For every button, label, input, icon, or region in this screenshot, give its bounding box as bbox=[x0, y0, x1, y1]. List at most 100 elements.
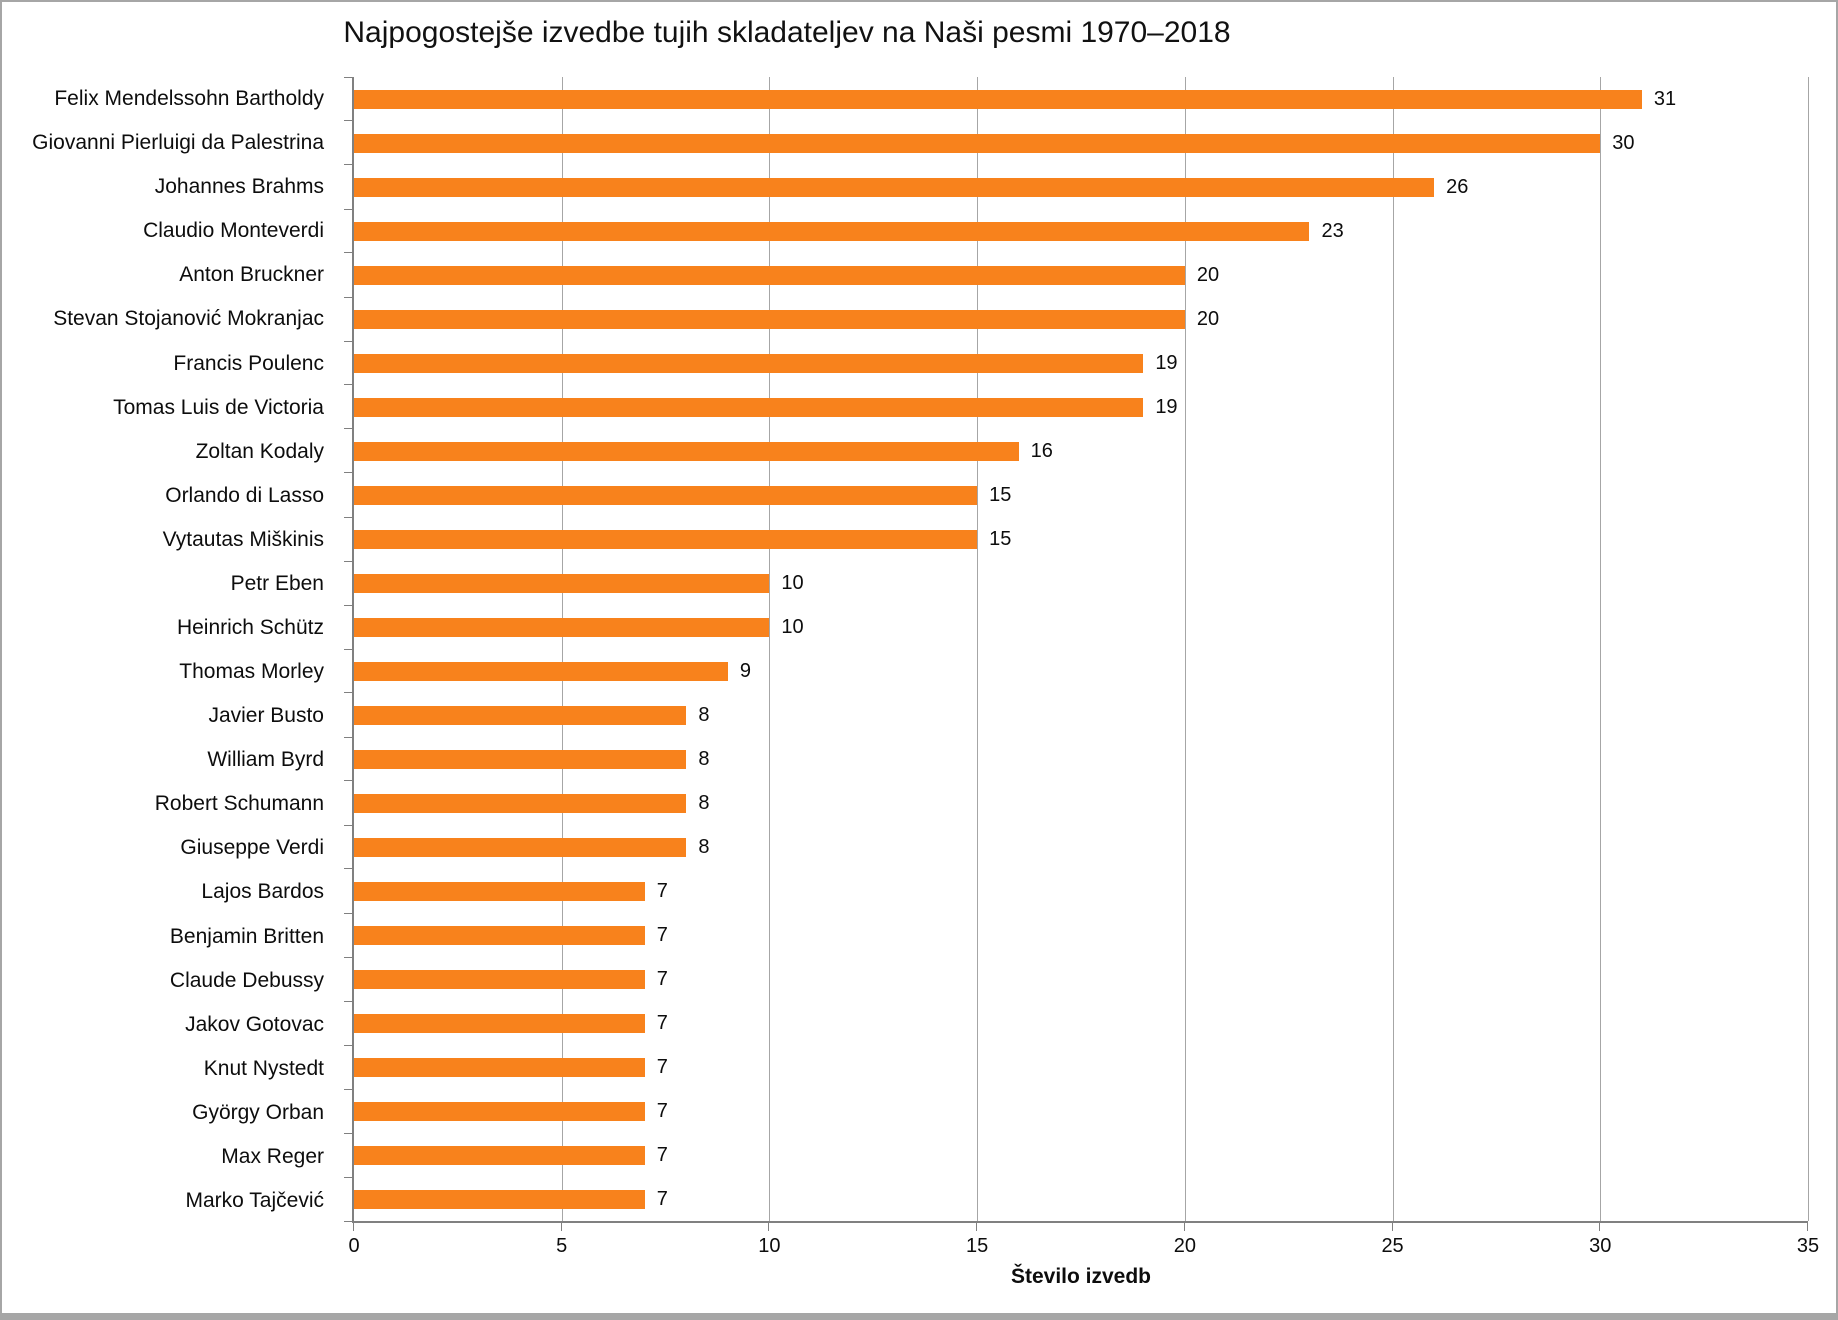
bar bbox=[354, 1013, 645, 1033]
bar bbox=[354, 837, 687, 857]
bar-value-label: 8 bbox=[698, 703, 710, 726]
category-axis-tick bbox=[344, 868, 354, 870]
category-axis-tick bbox=[344, 824, 354, 826]
bar bbox=[354, 573, 770, 593]
category-axis-tick bbox=[344, 1044, 354, 1046]
bar-row: 20 bbox=[354, 253, 1808, 297]
value-axis-tick-label: 15 bbox=[966, 1235, 989, 1257]
bar-row: 26 bbox=[354, 165, 1808, 209]
bar-row: 7 bbox=[354, 1089, 1808, 1133]
bar-value-label: 9 bbox=[739, 659, 751, 682]
category-axis-tick bbox=[344, 956, 354, 958]
value-axis-tick bbox=[1599, 1221, 1601, 1231]
category-axis-tick bbox=[344, 560, 354, 562]
bar-value-label: 7 bbox=[656, 1055, 668, 1078]
bar-row: 16 bbox=[354, 429, 1808, 473]
bar bbox=[354, 1057, 645, 1077]
category-label: Robert Schumann bbox=[154, 792, 324, 816]
category-label: Max Reger bbox=[221, 1144, 324, 1168]
category-axis-tick bbox=[344, 912, 354, 914]
category-axis-tick bbox=[344, 1000, 354, 1002]
bar-value-label: 19 bbox=[1155, 395, 1178, 418]
category-axis-tick bbox=[344, 648, 354, 650]
category-axis-tick bbox=[344, 1176, 354, 1178]
bar bbox=[354, 617, 770, 637]
bar-value-label: 7 bbox=[656, 1187, 668, 1210]
bar-value-label: 7 bbox=[656, 923, 668, 946]
category-label: Stevan Stojanović Mokranjac bbox=[53, 307, 324, 331]
gridline bbox=[1808, 77, 1809, 1221]
bar bbox=[354, 1101, 645, 1121]
bar bbox=[354, 177, 1435, 197]
bar-row: 15 bbox=[354, 517, 1808, 561]
bar bbox=[354, 1145, 645, 1165]
bar bbox=[354, 265, 1185, 285]
bar bbox=[354, 221, 1310, 241]
gridline bbox=[561, 77, 563, 1221]
value-axis-tick bbox=[1807, 1221, 1808, 1231]
value-axis-tick-label: 0 bbox=[348, 1235, 360, 1257]
value-axis-tick bbox=[353, 1221, 354, 1231]
category-label: Heinrich Schütz bbox=[176, 615, 324, 639]
bar-row: 8 bbox=[354, 825, 1808, 869]
bar bbox=[354, 485, 978, 505]
category-label: Vytautas Miškinis bbox=[162, 527, 324, 551]
category-label: Benjamin Britten bbox=[169, 924, 324, 948]
category-label: Thomas Morley bbox=[179, 660, 324, 684]
chart-title: Najpogostejše izvedbe tujih skladateljev… bbox=[343, 16, 1231, 49]
category-axis-tick bbox=[344, 384, 354, 386]
bar bbox=[354, 529, 978, 549]
bar-value-label: 10 bbox=[781, 615, 804, 638]
bar bbox=[354, 353, 1144, 373]
gridline bbox=[1392, 77, 1394, 1221]
category-axis-tick bbox=[344, 252, 354, 254]
value-axis-tick bbox=[1391, 1221, 1393, 1231]
category-axis-tick bbox=[344, 1220, 354, 1222]
category-label: Knut Nystedt bbox=[203, 1056, 324, 1080]
category-axis-tick bbox=[344, 76, 354, 78]
bar-value-label: 31 bbox=[1653, 87, 1677, 110]
category-axis-tick bbox=[344, 1088, 354, 1090]
value-axis-tick bbox=[1183, 1221, 1185, 1231]
category-axis-tick bbox=[344, 428, 354, 430]
bar-value-label: 8 bbox=[698, 835, 710, 858]
value-axis-tick bbox=[560, 1221, 562, 1231]
bar bbox=[354, 309, 1185, 329]
category-label: Javier Busto bbox=[208, 704, 324, 728]
category-label: Tomas Luis de Victoria bbox=[113, 395, 324, 419]
bar-row: 19 bbox=[354, 341, 1808, 385]
category-axis-tick bbox=[344, 736, 354, 738]
bar-value-label: 10 bbox=[781, 571, 804, 594]
category-label: Claude Debussy bbox=[169, 968, 324, 992]
category-axis-labels: Felix Mendelssohn Bartholdy Giovanni Pier… bbox=[2, 77, 338, 1223]
category-axis-tick bbox=[344, 604, 354, 606]
category-label: Giovanni Pierluigi da Palestrina bbox=[32, 131, 324, 155]
value-axis-tick-label: 10 bbox=[758, 1235, 781, 1257]
category-axis-tick bbox=[344, 516, 354, 518]
bar bbox=[354, 441, 1019, 461]
bar-value-label: 20 bbox=[1196, 263, 1220, 286]
category-axis-tick bbox=[344, 208, 354, 210]
bar bbox=[354, 1189, 645, 1209]
category-label: Jakov Gotovac bbox=[185, 1012, 324, 1036]
bar bbox=[354, 969, 645, 989]
bar-value-label: 26 bbox=[1446, 175, 1469, 198]
value-axis-tick-label: 20 bbox=[1173, 1235, 1196, 1257]
category-axis-tick bbox=[344, 340, 354, 342]
bar-value-label: 7 bbox=[656, 1099, 668, 1122]
bar-row: 15 bbox=[354, 473, 1808, 517]
value-axis-tick bbox=[976, 1221, 978, 1231]
category-axis-tick bbox=[344, 472, 354, 474]
category-axis-tick bbox=[344, 296, 354, 298]
category-axis-tick bbox=[344, 1132, 354, 1134]
bar-row: 20 bbox=[354, 297, 1808, 341]
bar-value-label: 7 bbox=[656, 1011, 668, 1034]
bar-value-label: 8 bbox=[698, 791, 710, 814]
bar-value-label: 30 bbox=[1612, 131, 1635, 154]
category-axis-tick bbox=[344, 120, 354, 122]
bar-value-label: 7 bbox=[656, 1143, 668, 1166]
category-label: Anton Bruckner bbox=[179, 263, 324, 287]
value-axis-tick-label: 35 bbox=[1796, 1235, 1820, 1257]
x-axis-title: Število izvedb bbox=[1010, 1265, 1152, 1288]
